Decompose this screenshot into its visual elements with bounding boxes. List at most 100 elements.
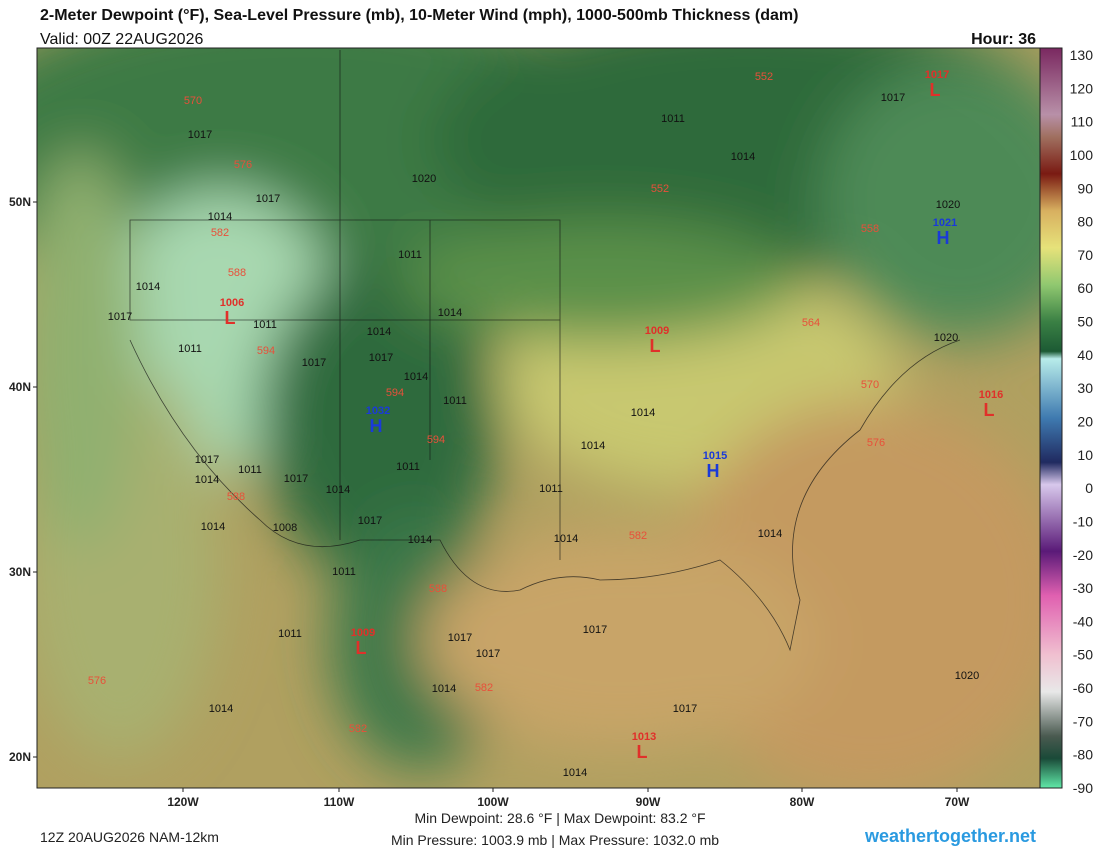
thickness-label: 582 [629, 530, 647, 542]
thickness-label: 552 [755, 71, 773, 83]
colorbar-tick-label: 70 [1077, 247, 1093, 263]
colorbar-tick-label: 10 [1077, 447, 1093, 463]
pressure-center-value: 1032 [366, 405, 390, 417]
pressure-center-value: 1009 [351, 627, 375, 639]
thickness-label: 582 [475, 682, 493, 694]
pressure-center-letter: H [707, 461, 720, 481]
colorbar-tick-label: 30 [1077, 380, 1093, 396]
isobar-label: 1017 [476, 648, 500, 660]
isobar-label: 1017 [369, 352, 393, 364]
pressure-center-value: 1021 [933, 217, 957, 229]
thickness-label: 594 [427, 434, 445, 446]
isobar-label: 1011 [398, 249, 422, 261]
pressure-center-letter: H [370, 416, 383, 436]
thickness-label: 564 [802, 317, 820, 329]
pressure-center-value: 1013 [632, 731, 656, 743]
colorbar-tick-label: -20 [1073, 547, 1093, 563]
isobar-label: 1011 [238, 464, 262, 476]
thickness-label: 588 [429, 583, 447, 595]
lon-label: 90W [636, 795, 661, 809]
thickness-label: 552 [651, 183, 669, 195]
isobar-label: 1017 [673, 703, 697, 715]
colorbar-tick-label: 50 [1077, 314, 1093, 330]
colorbar-tick-label: -10 [1073, 513, 1093, 529]
isobar-label: 1017 [583, 624, 607, 636]
isobar-label: 1017 [108, 311, 132, 323]
isobar-label: 1014 [758, 528, 782, 540]
lon-label: 100W [477, 795, 509, 809]
lon-label: 120W [167, 795, 199, 809]
colorbar-tick-label: -90 [1073, 780, 1093, 796]
pressure-center-value: 1006 [220, 297, 244, 309]
thickness-label: 582 [211, 227, 229, 239]
colorbar [1039, 47, 1063, 789]
isobar-label: 1014 [432, 683, 456, 695]
map-field [37, 48, 1040, 788]
thickness-label: 570 [184, 95, 202, 107]
pressure-center-value: 1015 [703, 450, 727, 462]
isobar-label: 1014 [554, 533, 578, 545]
isobar-label: 1014 [201, 521, 225, 533]
thickness-label: 576 [234, 159, 252, 171]
isobar-label: 1014 [631, 407, 655, 419]
thickness-label: 582 [349, 723, 367, 735]
isobar-label: 1014 [195, 474, 219, 486]
isobar-label: 1017 [358, 515, 382, 527]
isobar-label: 1017 [448, 632, 472, 644]
isobar-label: 1014 [136, 281, 160, 293]
colorbar-tick-label: -80 [1073, 747, 1093, 763]
isobar-label: 1014 [438, 307, 462, 319]
isobar-label: 1020 [412, 173, 436, 185]
colorbar-tick-label: -60 [1073, 680, 1093, 696]
colorbar-tick-label: -40 [1073, 613, 1093, 629]
dewpoint-range: Min Dewpoint: 28.6 °F | Max Dewpoint: 83… [414, 810, 705, 826]
lat-label: 50N [9, 195, 31, 209]
isobar-label: 1017 [302, 357, 326, 369]
isobar-label: 1014 [208, 211, 232, 223]
colorbar-tick-label: 110 [1071, 114, 1094, 130]
pressure-center-letter: L [225, 308, 236, 328]
pressure-center-value: 1009 [645, 325, 669, 337]
isobar-label: 1011 [178, 343, 202, 355]
isobar-label: 1011 [278, 628, 302, 640]
isobar-label: 1011 [443, 395, 467, 407]
isobar-label: 1014 [408, 534, 432, 546]
colorbar-tick-label: 20 [1077, 414, 1093, 430]
thickness-label: 594 [386, 387, 404, 399]
isobar-label: 1011 [332, 566, 356, 578]
thickness-label: 570 [861, 379, 879, 391]
pressure-range: Min Pressure: 1003.9 mb | Max Pressure: … [391, 832, 719, 848]
isobar-label: 1008 [273, 522, 297, 534]
colorbar-tick-label: 60 [1077, 280, 1093, 296]
isobar-label: 1017 [195, 454, 219, 466]
thickness-label: 576 [88, 675, 106, 687]
colorbar-tick-label: 120 [1070, 80, 1094, 96]
isobar-label: 1014 [326, 484, 350, 496]
isobar-label: 1014 [209, 703, 233, 715]
isobar-label: 1014 [367, 326, 391, 338]
thickness-label: 558 [861, 223, 879, 235]
colorbar-tick-label: 100 [1070, 147, 1094, 163]
colorbar-tick-label: 80 [1077, 214, 1093, 230]
isobar-label: 1017 [188, 129, 212, 141]
thickness-label: 588 [228, 267, 246, 279]
valid-time: Valid: 00Z 22AUG2026 [40, 31, 203, 48]
colorbar-tick-label: -50 [1073, 647, 1093, 663]
thickness-label: 588 [227, 491, 245, 503]
isobar-label: 1014 [581, 440, 605, 452]
model-run: 12Z 20AUG2026 NAM-12km [40, 829, 219, 845]
colorbar-tick-label: -70 [1073, 713, 1093, 729]
pressure-center-letter: L [356, 638, 367, 658]
lon-label: 80W [790, 795, 815, 809]
lat-label: 40N [9, 380, 31, 394]
isobar-label: 1011 [396, 461, 420, 473]
isobar-label: 1020 [955, 670, 979, 682]
colorbar-tick-label: -30 [1073, 580, 1093, 596]
thickness-label: 594 [257, 345, 275, 357]
site-link[interactable]: weathertogether.net [864, 826, 1036, 846]
colorbar-tick-label: 0 [1085, 480, 1093, 496]
isobar-label: 1017 [284, 473, 308, 485]
thickness-label: 576 [867, 437, 885, 449]
isobar-label: 1020 [936, 199, 960, 211]
